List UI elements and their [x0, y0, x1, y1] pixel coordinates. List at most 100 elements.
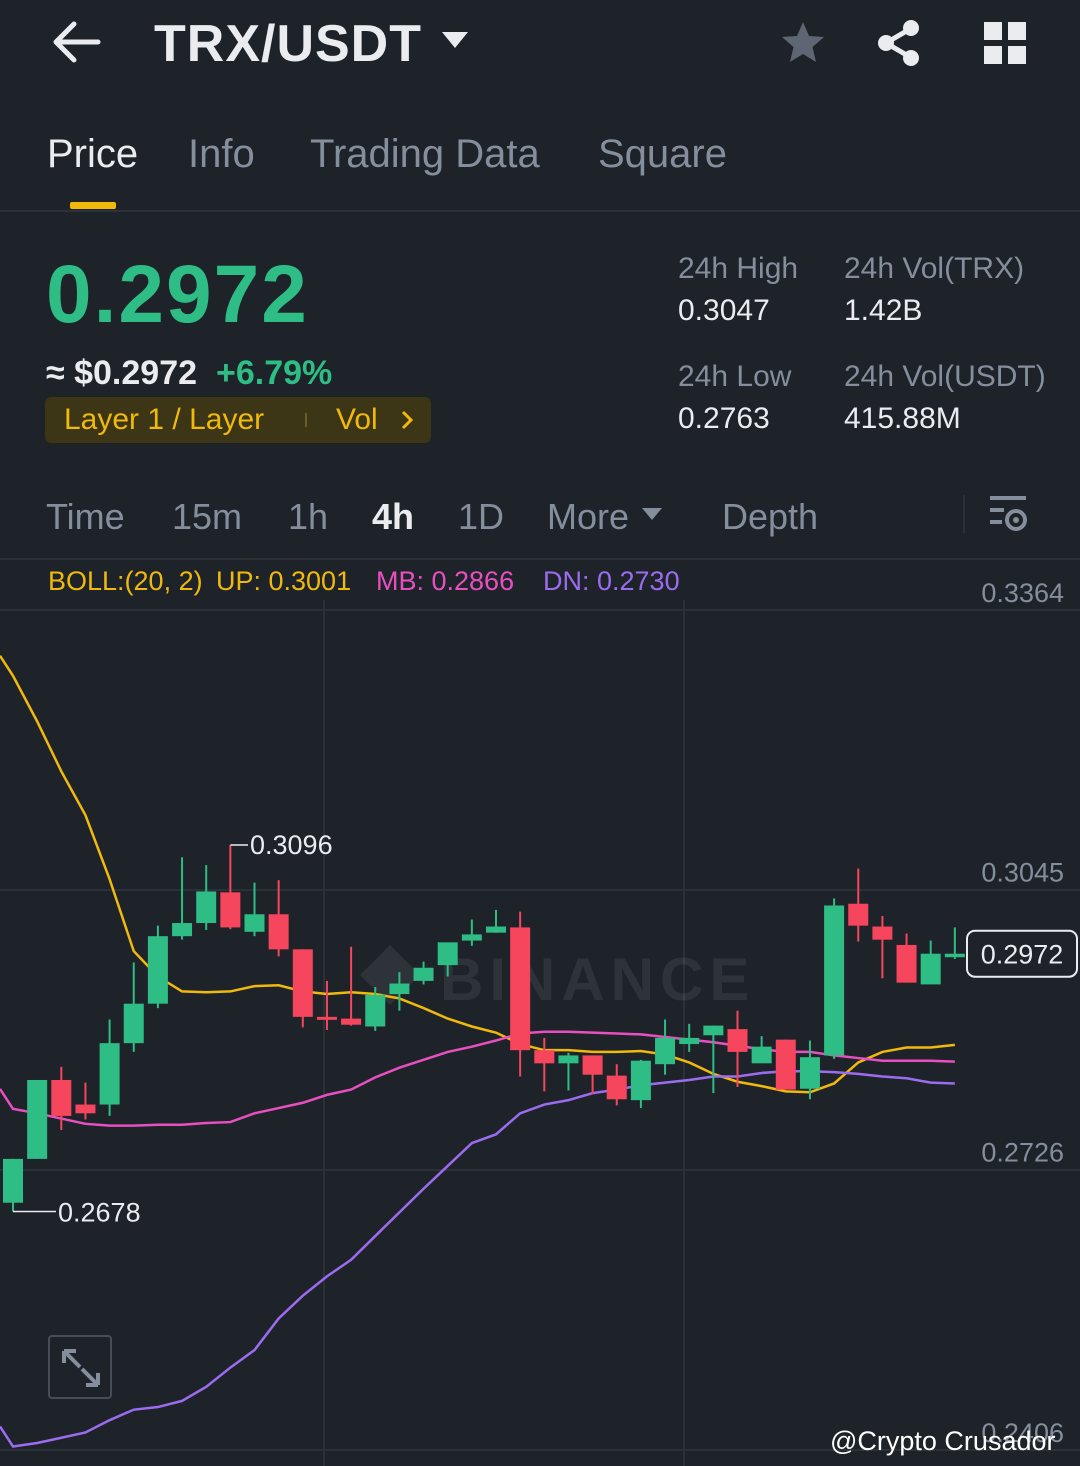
candle-body [99, 1043, 120, 1105]
candle [196, 865, 217, 931]
chart-settings-icon[interactable] [986, 492, 1030, 536]
candle-body [534, 1050, 555, 1064]
boll-label: BOLL:(20, 2) [48, 566, 203, 596]
boll-mb-value: MB: 0.2866 [376, 566, 515, 596]
vol-trx-value: 1.42B [844, 294, 923, 327]
candle-body [3, 1158, 23, 1203]
candle [486, 909, 506, 933]
candle-body [268, 914, 289, 950]
candle [292, 949, 313, 1028]
candle [703, 1025, 724, 1094]
current-price-box [966, 929, 1078, 978]
candle [365, 987, 386, 1031]
candle-body [558, 1055, 579, 1064]
candle [848, 868, 869, 942]
candle [606, 1064, 627, 1106]
candle-body [365, 994, 386, 1027]
back-arrow-icon[interactable] [50, 20, 102, 64]
candle-body [75, 1104, 96, 1114]
interval-time[interactable]: Time [46, 496, 125, 537]
pair-title[interactable]: TRX/USDT [154, 15, 422, 73]
candle [510, 911, 531, 1077]
low-label: 24h Low [678, 360, 792, 393]
y-axis-tick-label: 0.2726 [981, 1137, 1064, 1167]
candle [582, 1055, 603, 1095]
candle [944, 927, 965, 959]
tab-square[interactable]: Square [598, 132, 727, 176]
candle-body [824, 905, 845, 1056]
tag-vol-label: Vol [336, 403, 378, 436]
candle-body [751, 1046, 772, 1064]
tab-price[interactable]: Price [47, 132, 139, 176]
candle-body [606, 1075, 627, 1100]
candle [775, 1039, 796, 1090]
candle-body [244, 914, 265, 932]
category-tag-label: Layer 1 / Layer [64, 403, 265, 436]
candle-body [944, 953, 965, 958]
y-axis-tick-label: 0.3045 [981, 858, 1064, 888]
chevron-right-icon [401, 410, 414, 430]
candle-body [655, 1037, 676, 1065]
grid-icon[interactable] [982, 20, 1028, 66]
candle [147, 925, 168, 1009]
candle-body [147, 936, 168, 1004]
candle-body [582, 1055, 603, 1075]
candle-body [437, 942, 458, 966]
current-price-label: 0.2972 [981, 940, 1064, 970]
y-axis-tick-label: 0.2406 [981, 1418, 1064, 1448]
candle-body [27, 1079, 48, 1159]
interval-1h[interactable]: 1h [288, 496, 329, 537]
interval-4h[interactable]: 4h [372, 496, 415, 537]
candle [316, 980, 337, 1030]
tab-info[interactable]: Info [188, 132, 255, 176]
low-marker-label: 0.2678 [58, 1198, 141, 1228]
last-price: 0.2972 [46, 249, 309, 340]
category-tag[interactable] [45, 397, 431, 443]
interval-15m[interactable]: 15m [172, 496, 243, 537]
candle-body [341, 1018, 362, 1025]
candle-body [896, 944, 917, 983]
candle [244, 882, 265, 937]
tab-trading-data[interactable]: Trading Data [310, 132, 540, 176]
vol-usdt-value: 415.88M [844, 402, 961, 435]
candlestick-chart[interactable]: BINANCE 0.3096 0.2678 0.2972 0.3364 0.3045 0… [0, 560, 1080, 1466]
candle-body [51, 1079, 72, 1116]
candle-body [510, 927, 531, 1051]
candle-body [172, 923, 193, 937]
y-axis-tick-label: 0.3364 [981, 578, 1064, 608]
candle-body [316, 1016, 337, 1020]
boll-lower-line [0, 1069, 955, 1448]
vol-usdt-label: 24h Vol(USDT) [844, 360, 1046, 393]
interval-more[interactable]: More [547, 496, 630, 537]
candle [437, 942, 458, 977]
candle [534, 1037, 555, 1092]
interval-1d[interactable]: 1D [458, 496, 505, 537]
fullscreen-button[interactable] [48, 1335, 112, 1399]
author-watermark: @Crypto Crusador [830, 1426, 1056, 1456]
candle-body [220, 892, 241, 928]
chart-gridlines [0, 600, 1080, 1466]
depth-tab[interactable]: Depth [722, 496, 819, 537]
divider [0, 558, 1080, 560]
share-icon[interactable] [874, 18, 924, 68]
candle [413, 961, 434, 985]
caret-down-icon[interactable] [641, 507, 663, 521]
candle [27, 1079, 48, 1159]
candle-body [292, 949, 313, 1017]
star-icon[interactable] [778, 18, 828, 68]
high-value: 0.3047 [678, 294, 770, 327]
candle-body [389, 983, 410, 995]
candle [558, 1052, 579, 1091]
divider [963, 495, 965, 533]
candle [630, 1059, 651, 1109]
candle [799, 1040, 820, 1100]
binance-watermark: BINANCE [360, 945, 749, 1013]
candle-body [799, 1057, 820, 1089]
candle [51, 1066, 72, 1130]
boll-dn-value: DN: 0.2730 [543, 566, 680, 596]
caret-down-icon[interactable] [440, 28, 470, 54]
candle [655, 1019, 676, 1075]
candle-body [413, 967, 434, 981]
candle [123, 962, 144, 1052]
low-value: 0.2763 [678, 402, 770, 435]
